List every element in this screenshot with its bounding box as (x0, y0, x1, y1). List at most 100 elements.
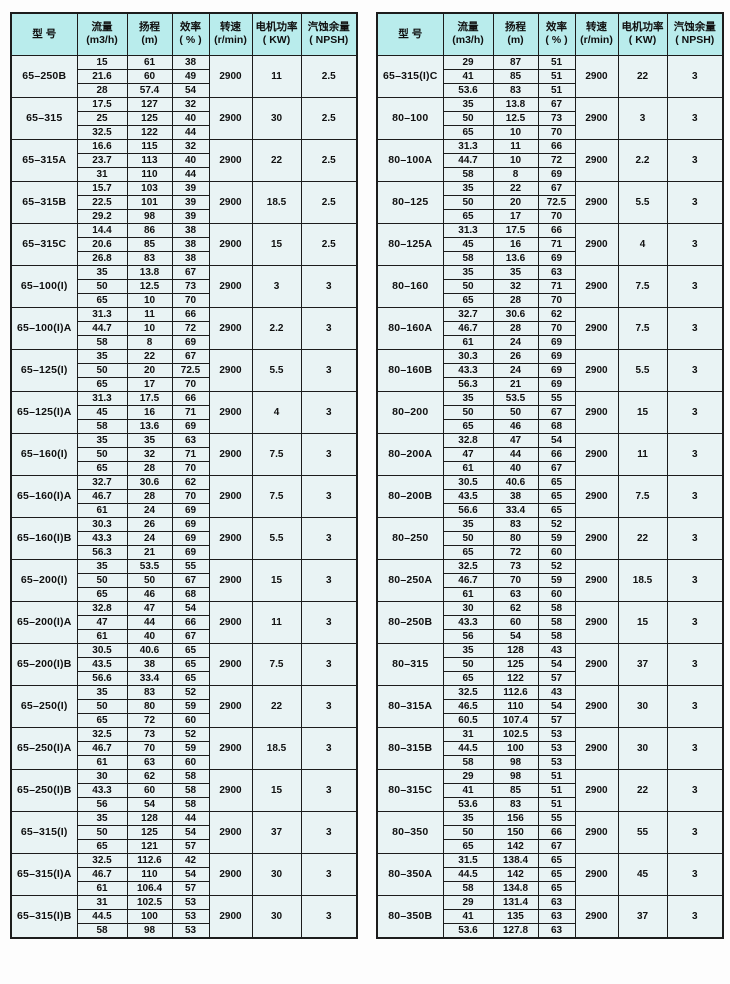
header-line2: ( KW) (628, 34, 657, 47)
spec-subrow: 41 85 51 (377, 68, 723, 84)
model-cell: 65–250(I)A (10, 726, 78, 770)
header-line2: ( % ) (179, 34, 202, 47)
flow-value: 30.3 (442, 348, 494, 364)
model-cell: 80–200 (376, 390, 444, 434)
spec-subrow: 65 46 68 (11, 586, 357, 602)
npsh-value: 2.5 (300, 54, 358, 98)
spec-subrow: 65–315(I)C 29 87 51 2900 22 3 (376, 54, 724, 98)
efficiency-value: 69 (537, 376, 576, 392)
flow-value: 61 (76, 502, 128, 518)
header-line2: (r/min) (214, 34, 247, 47)
efficiency-value: 40 (171, 110, 210, 126)
power-value: 7.5 (617, 474, 668, 518)
efficiency-value: 65 (171, 670, 210, 686)
head-value: 113 (126, 152, 173, 168)
speed-value: 2900 (574, 516, 619, 560)
flow-value: 14.4 (76, 222, 128, 238)
efficiency-value: 69 (171, 530, 210, 546)
efficiency-value: 66 (171, 390, 210, 406)
flow-value: 29.2 (76, 208, 128, 224)
power-value: 3 (251, 264, 302, 308)
speed-value: 2900 (574, 432, 619, 476)
spec-subrow: 61 106.4 57 (11, 880, 357, 896)
spec-subrow: 25 125 40 (11, 110, 357, 126)
head-value: 12.5 (126, 278, 173, 294)
header-line2: (m3/h) (86, 34, 118, 47)
flow-value: 29 (442, 894, 494, 910)
flow-value: 61 (442, 460, 494, 476)
flow-value: 35 (76, 558, 128, 574)
spec-subrow: 47 44 66 (11, 614, 357, 630)
efficiency-value: 70 (537, 124, 576, 140)
flow-value: 32.7 (76, 474, 128, 490)
head-value: 85 (492, 68, 539, 84)
head-value: 10 (492, 152, 539, 168)
head-value: 86 (126, 222, 173, 238)
model-cell: 65–315(I)C (376, 54, 444, 98)
npsh-value: 3 (666, 558, 724, 602)
flow-value: 31 (76, 894, 128, 910)
pump-table-left: 型 号流量 (m3/h) 扬程 (m) 效率( % ) 转速 (r/min) 电机功率( KW… (10, 12, 358, 939)
head-value: 24 (492, 362, 539, 378)
head-value: 150 (492, 824, 539, 840)
spec-subrow: 44.5 142 65 (377, 866, 723, 882)
head-value: 142 (492, 866, 539, 882)
spec-subrow: 41 135 63 (377, 908, 723, 924)
header-line2: ( % ) (545, 34, 568, 47)
efficiency-value: 69 (171, 516, 210, 532)
efficiency-value: 51 (537, 54, 576, 70)
efficiency-value: 70 (537, 320, 576, 336)
model-cell: 65–125(I) (10, 348, 78, 392)
power-value: 30 (251, 96, 302, 140)
head-value: 28 (126, 488, 173, 504)
flow-value: 56.3 (76, 544, 128, 560)
spec-subrow: 80–125A 31.3 17.5 66 2900 4 3 (376, 222, 724, 266)
power-value: 4 (617, 222, 668, 266)
head-value: 100 (492, 740, 539, 756)
efficiency-value: 58 (171, 768, 210, 784)
flow-value: 65 (76, 292, 128, 308)
npsh-value: 3 (666, 180, 724, 224)
speed-value: 2900 (574, 54, 619, 98)
model-cell: 65–100(I) (10, 264, 78, 308)
column-header-flow: 流量 (m3/h) (76, 12, 128, 56)
efficiency-value: 58 (171, 796, 210, 812)
flow-value: 15.7 (76, 180, 128, 196)
header-line1: 电机功率 (621, 21, 664, 34)
model-cell: 80–250 (376, 516, 444, 560)
head-value: 40 (126, 628, 173, 644)
spec-subrow: 65–200(I)A 32.8 47 54 2900 11 3 (10, 600, 358, 644)
spec-subrow: 50 20 72.5 (11, 362, 357, 378)
spec-subrow: 61 40 67 (377, 460, 723, 476)
flow-value: 50 (442, 278, 494, 294)
power-value: 4 (251, 390, 302, 434)
head-value: 17.5 (126, 390, 173, 406)
spec-subrow: 46.5 110 54 (377, 698, 723, 714)
model-cell: 80–250A (376, 558, 444, 602)
flow-value: 65 (76, 586, 128, 602)
flow-value: 44.7 (76, 320, 128, 336)
flow-value: 50 (76, 446, 128, 462)
flow-value: 46.7 (442, 572, 494, 588)
efficiency-value: 63 (537, 264, 576, 280)
head-value: 98 (492, 768, 539, 784)
head-value: 30.6 (126, 474, 173, 490)
spec-subrow: 50 50 67 (11, 572, 357, 588)
speed-value: 2900 (208, 642, 253, 686)
model-cell: 80–125A (376, 222, 444, 266)
efficiency-value: 51 (537, 82, 576, 98)
efficiency-value: 65 (537, 488, 576, 504)
flow-value: 65 (76, 838, 128, 854)
flow-value: 46.7 (442, 320, 494, 336)
flow-value: 58 (442, 166, 494, 182)
flow-value: 32.5 (76, 124, 128, 140)
flow-value: 58 (76, 418, 128, 434)
efficiency-value: 57 (171, 880, 210, 896)
column-header-eff: 效率( % ) (537, 12, 576, 56)
efficiency-value: 69 (537, 166, 576, 182)
spec-subrow: 65 121 57 (11, 838, 357, 854)
efficiency-value: 70 (537, 292, 576, 308)
flow-value: 61 (442, 334, 494, 350)
efficiency-value: 70 (171, 292, 210, 308)
head-value: 13.8 (126, 264, 173, 280)
